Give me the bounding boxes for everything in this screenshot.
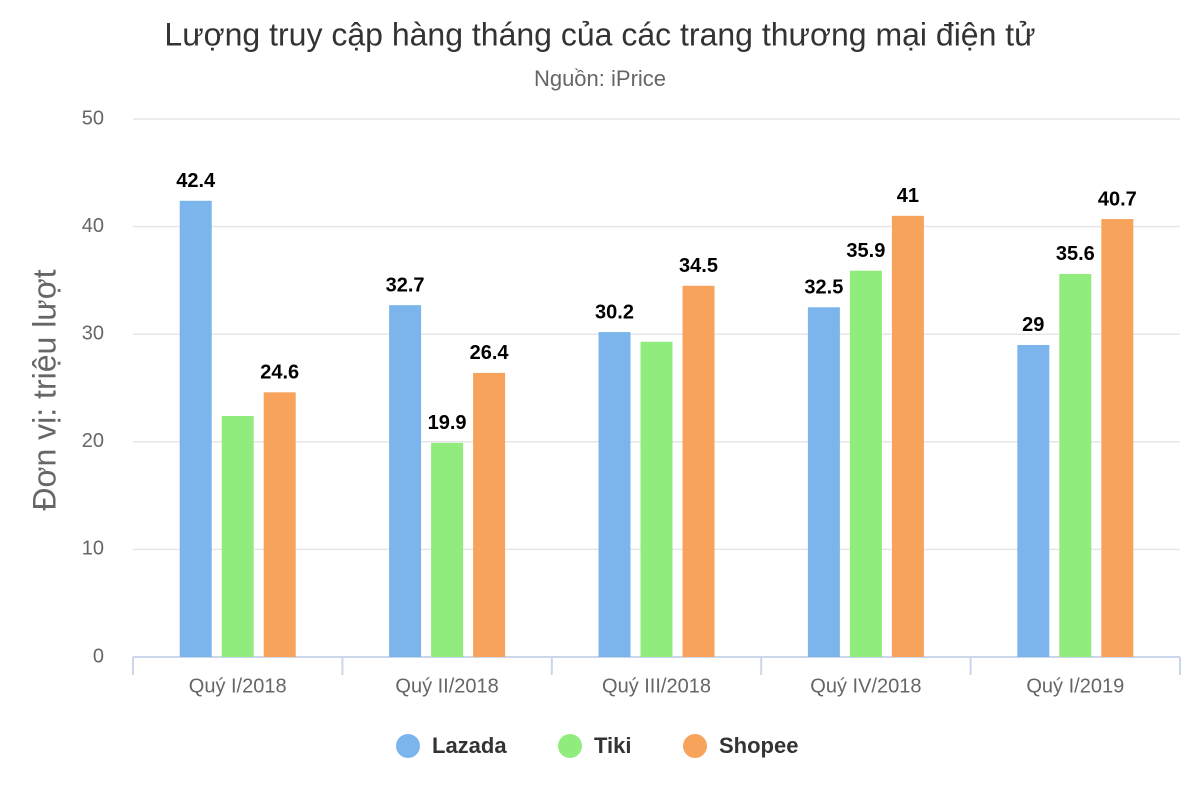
bar — [598, 332, 631, 657]
y-axis-title: Đơn vị: triệu lượt — [26, 269, 62, 510]
chart-title: Lượng truy cập hàng tháng của các trang … — [164, 16, 1035, 52]
bar — [179, 200, 212, 657]
legend-label[interactable]: Shopee — [719, 733, 798, 758]
data-label: 30.2 — [595, 301, 634, 323]
y-tick-label: 20 — [82, 430, 104, 452]
x-tick-label: Quý I/2018 — [189, 675, 287, 697]
data-label: 32.5 — [804, 277, 843, 299]
data-label: 35.9 — [846, 240, 885, 262]
bar — [1101, 219, 1134, 657]
data-label: 29 — [1022, 314, 1044, 336]
legend-marker[interactable] — [558, 734, 582, 758]
data-label: 19.9 — [428, 412, 467, 434]
legend-marker[interactable] — [683, 734, 707, 758]
x-tick-label: Quý III/2018 — [602, 675, 711, 697]
legend-marker[interactable] — [396, 734, 420, 758]
data-label: 32.7 — [386, 274, 425, 296]
data-label: 40.7 — [1098, 188, 1137, 210]
bar — [473, 372, 506, 657]
legend-label[interactable]: Lazada — [432, 733, 507, 758]
bar — [389, 305, 422, 657]
y-tick-label: 30 — [82, 322, 104, 344]
legend-label[interactable]: Tiki — [594, 733, 632, 758]
x-tick-label: Quý IV/2018 — [810, 675, 921, 697]
data-label: 26.4 — [470, 342, 510, 364]
chart-subtitle: Nguồn: iPrice — [534, 66, 666, 91]
bar — [1059, 273, 1092, 657]
bar — [1017, 344, 1050, 657]
bar — [431, 442, 464, 657]
y-tick-label: 0 — [93, 645, 104, 667]
bar — [263, 392, 296, 657]
bar — [891, 215, 924, 657]
data-label: 41 — [897, 185, 919, 207]
data-label: 24.6 — [260, 362, 299, 384]
bar — [807, 307, 840, 657]
bar — [640, 341, 673, 657]
y-tick-label: 50 — [82, 107, 104, 129]
data-label: 42.4 — [176, 170, 216, 192]
bar — [221, 415, 254, 657]
bar — [682, 285, 715, 657]
x-tick-label: Quý I/2019 — [1026, 675, 1124, 697]
y-tick-label: 10 — [82, 538, 104, 560]
bar — [849, 270, 882, 657]
data-label: 34.5 — [679, 255, 718, 277]
data-label: 35.6 — [1056, 243, 1095, 265]
x-tick-label: Quý II/2018 — [395, 675, 498, 697]
y-tick-label: 40 — [82, 215, 104, 237]
